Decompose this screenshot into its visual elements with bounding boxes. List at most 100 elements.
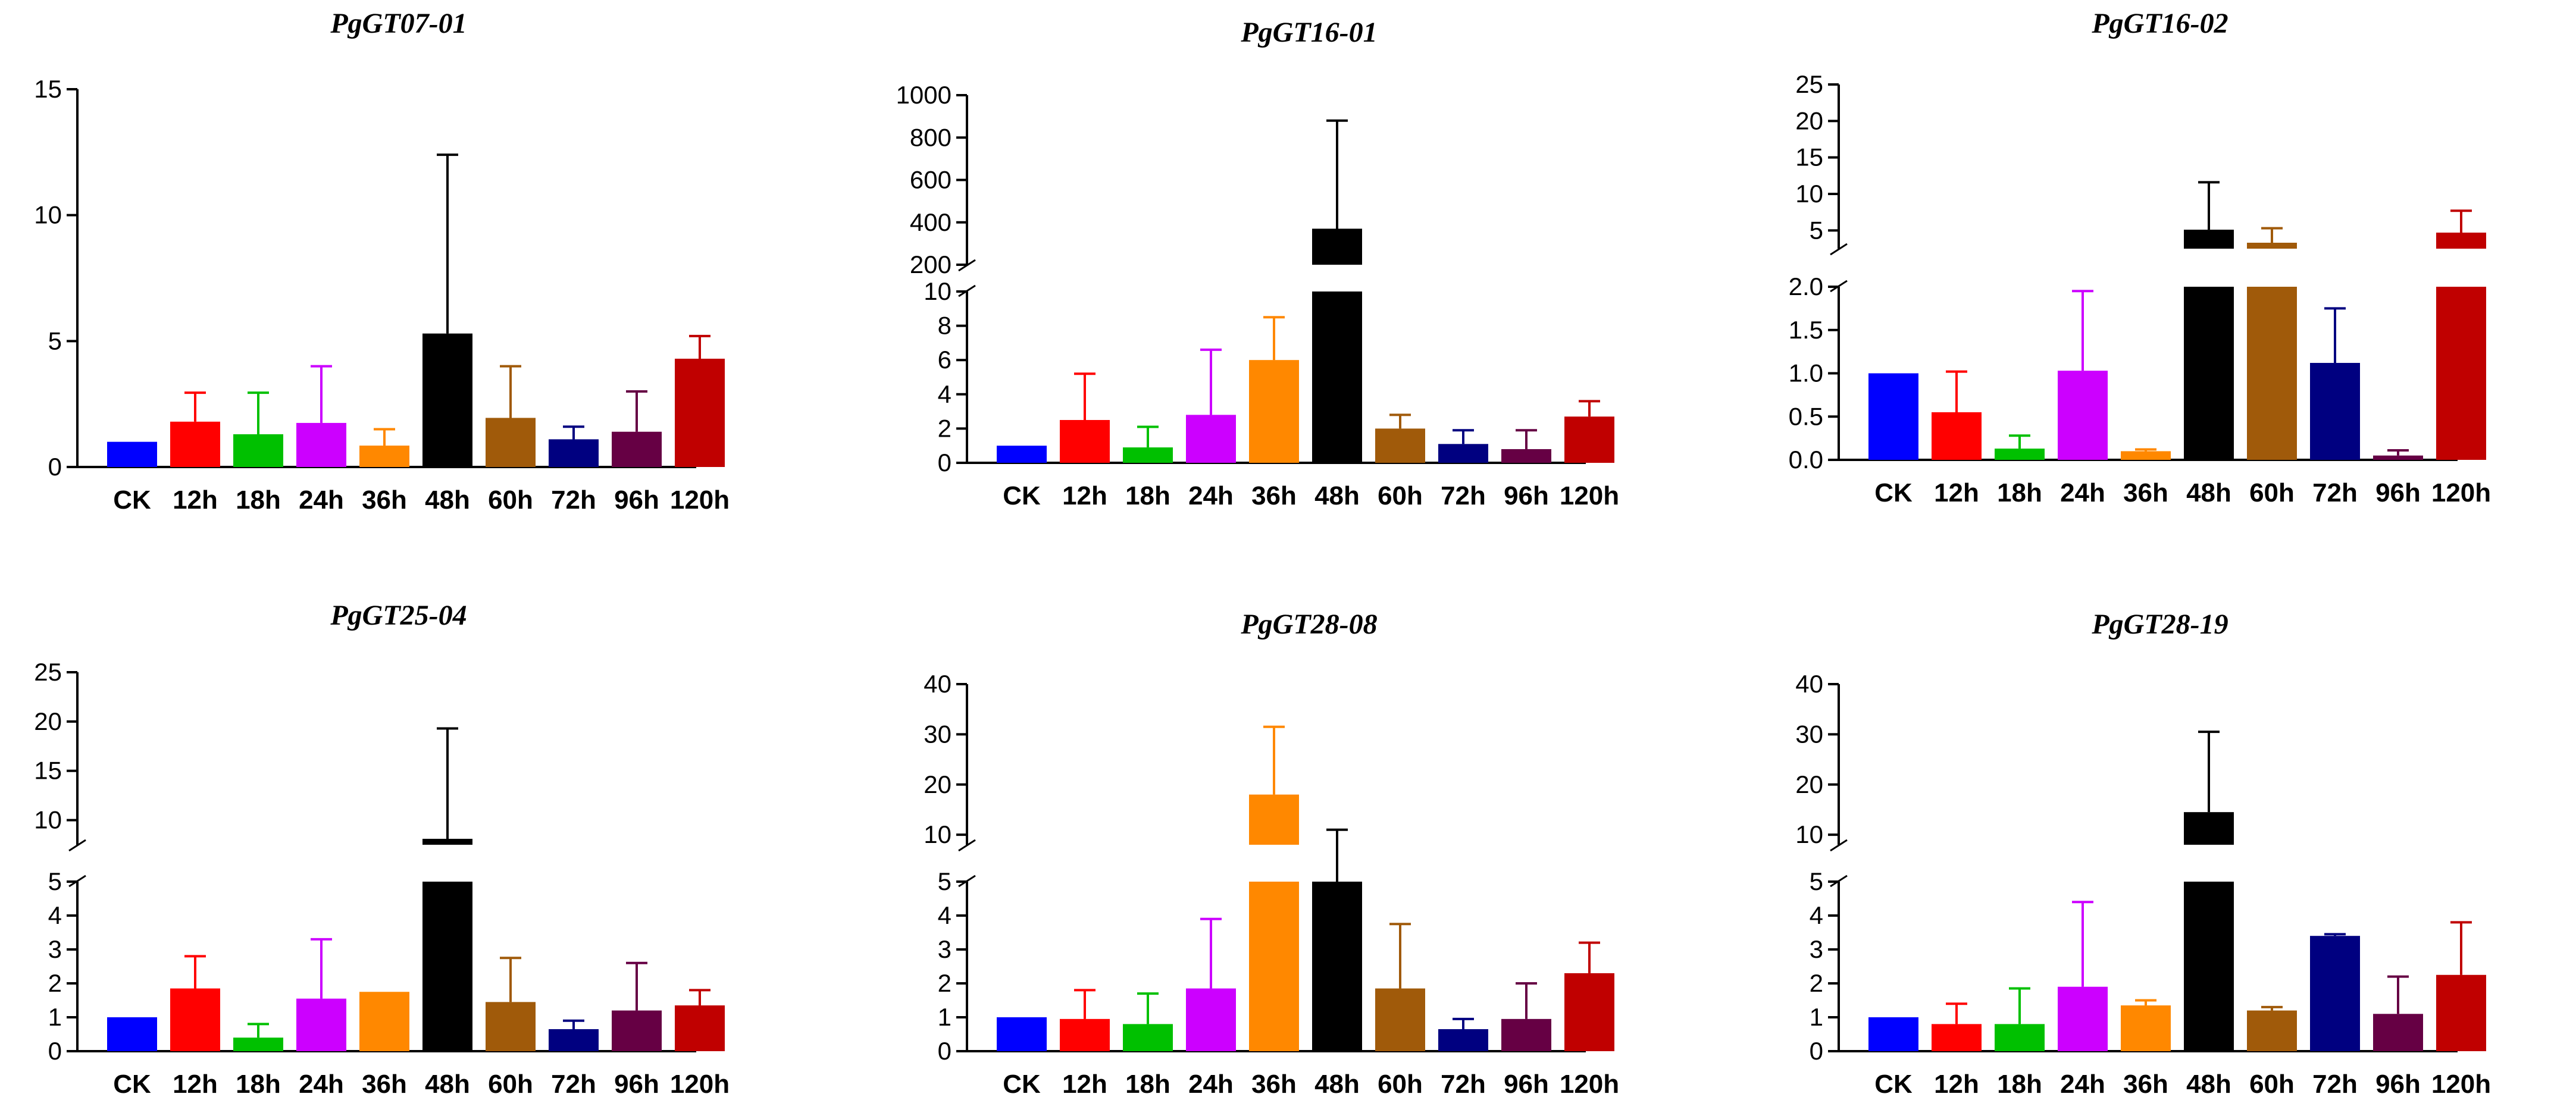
x-tick-label: 72h <box>2312 1070 2358 1099</box>
x-tick-label: 60h <box>488 1070 533 1099</box>
y-tick-label: 4 <box>938 380 951 408</box>
y-tick-label: 0 <box>938 449 951 477</box>
axis-break-mark <box>958 874 976 888</box>
bar-CK <box>997 1017 1047 1051</box>
y-tick-label: 5 <box>1810 216 1823 244</box>
chart-panel-PgGT28-19: PgGT28-19 0 1 2 3 4 5 10 20 30 40 CK 12h 18h 24h 36h 48h… <box>1795 609 2491 1099</box>
axis-break-mark <box>958 839 976 852</box>
bar-CK <box>1868 1017 1918 1051</box>
x-tick-label: 96h <box>1504 1070 1549 1099</box>
x-tick-label: 72h <box>551 485 596 515</box>
x-tick-label: 120h <box>2431 478 2491 507</box>
x-tick-label: 36h <box>362 485 407 515</box>
bar-72h <box>1438 1029 1488 1051</box>
y-tick-label: 10 <box>1795 180 1823 208</box>
bar-72h <box>2310 936 2360 1051</box>
x-tick-label: 36h <box>1251 1070 1297 1099</box>
x-tick-label: 60h <box>2249 478 2295 507</box>
y-tick-label: 10 <box>34 806 62 834</box>
bar-60h <box>1375 428 1425 463</box>
x-tick-label: 60h <box>488 485 533 515</box>
bar-96h <box>612 1010 662 1051</box>
y-tick-label: 1 <box>1810 1003 1823 1031</box>
bar-24h <box>2058 371 2108 460</box>
x-tick-label: 72h <box>2312 478 2358 507</box>
axis-break-mark <box>1830 874 1848 888</box>
x-tick-label: 60h <box>1378 481 1423 510</box>
y-tick-label: 30 <box>1795 720 1823 748</box>
axis-break-mark <box>68 874 86 888</box>
y-tick-label: 1.5 <box>1789 316 1823 344</box>
y-tick-label: 15 <box>34 757 62 785</box>
bar-36h <box>2121 451 2171 460</box>
x-tick-label: 120h <box>1560 481 1619 510</box>
y-tick-label: 10 <box>1795 820 1823 848</box>
y-tick-label: 3 <box>48 935 62 963</box>
y-tick-label: 20 <box>34 707 62 735</box>
bar-48h-upper <box>2184 812 2234 845</box>
axis-break-mark <box>68 839 86 852</box>
x-tick-label: 36h <box>1251 481 1297 510</box>
chart-panel-PgGT28-08: PgGT28-08 0 1 2 3 4 5 10 20 30 40 CK 12h 18h 24h 36h 48h… <box>924 609 1619 1099</box>
x-tick-label: 36h <box>362 1070 407 1099</box>
y-tick-label: 0.5 <box>1789 402 1823 430</box>
bar-48h <box>1312 291 1362 463</box>
y-tick-label: 10 <box>34 201 62 229</box>
y-tick-label: 5 <box>48 327 62 355</box>
y-tick-label: 600 <box>910 166 951 194</box>
bar-120h <box>2436 287 2486 460</box>
bar-CK <box>107 1017 157 1051</box>
x-tick-label: 18h <box>1125 481 1170 510</box>
bar-120h <box>675 1005 725 1051</box>
x-tick-label: 72h <box>1441 1070 1486 1099</box>
bar-12h <box>1060 1018 1110 1051</box>
bar-24h <box>1186 988 1236 1051</box>
x-tick-label: 60h <box>2249 1070 2295 1099</box>
y-tick-label: 25 <box>34 658 62 686</box>
y-tick-label: 5 <box>48 867 62 895</box>
x-tick-label: 18h <box>236 485 281 515</box>
x-tick-label: CK <box>1003 1070 1041 1099</box>
x-tick-label: 18h <box>1997 478 2042 507</box>
y-tick-label: 10 <box>924 277 951 305</box>
y-tick-label: 2 <box>48 969 62 997</box>
y-tick-label: 1.0 <box>1789 359 1823 387</box>
x-tick-label: 12h <box>1934 1070 1979 1099</box>
bar-18h <box>1123 447 1173 463</box>
bar-120h <box>2436 974 2486 1051</box>
bar-96h <box>2373 455 2423 460</box>
bar-96h <box>2373 1014 2423 1051</box>
x-tick-label: 12h <box>173 485 218 515</box>
x-tick-label: CK <box>113 485 151 515</box>
x-tick-label: CK <box>1003 481 1041 510</box>
x-tick-label: 48h <box>2186 1070 2231 1099</box>
y-tick-label: 15 <box>34 75 62 103</box>
x-tick-label: 48h <box>1314 481 1360 510</box>
x-tick-label: 96h <box>614 485 659 515</box>
y-tick-label: 40 <box>1795 670 1823 698</box>
x-tick-label: 18h <box>1125 1070 1170 1099</box>
x-tick-label: 120h <box>1560 1070 1619 1099</box>
bar-36h <box>359 446 409 467</box>
x-tick-label: 48h <box>425 1070 470 1099</box>
bar-12h <box>1932 412 1982 460</box>
y-tick-label: 0 <box>48 453 62 481</box>
chart-title: PgGT07-01 <box>330 8 467 39</box>
chart-title: PgGT25-04 <box>330 600 467 631</box>
bar-96h <box>1501 1018 1551 1051</box>
y-tick-label: 800 <box>910 123 951 151</box>
bar-36h <box>1249 360 1299 463</box>
x-tick-label: 60h <box>1378 1070 1423 1099</box>
x-tick-label: 48h <box>2186 478 2231 507</box>
bar-120h <box>675 358 725 467</box>
chart-title: PgGT16-02 <box>2091 8 2228 39</box>
bar-12h <box>170 421 220 467</box>
x-tick-label: 48h <box>425 485 470 515</box>
y-tick-label: 3 <box>1810 935 1823 963</box>
x-tick-label: CK <box>1874 1070 1913 1099</box>
y-tick-label: 0 <box>48 1037 62 1065</box>
x-tick-label: 120h <box>670 1070 730 1099</box>
bar-24h <box>1186 415 1236 463</box>
bar-24h <box>2058 986 2108 1051</box>
bar-60h <box>486 418 536 467</box>
